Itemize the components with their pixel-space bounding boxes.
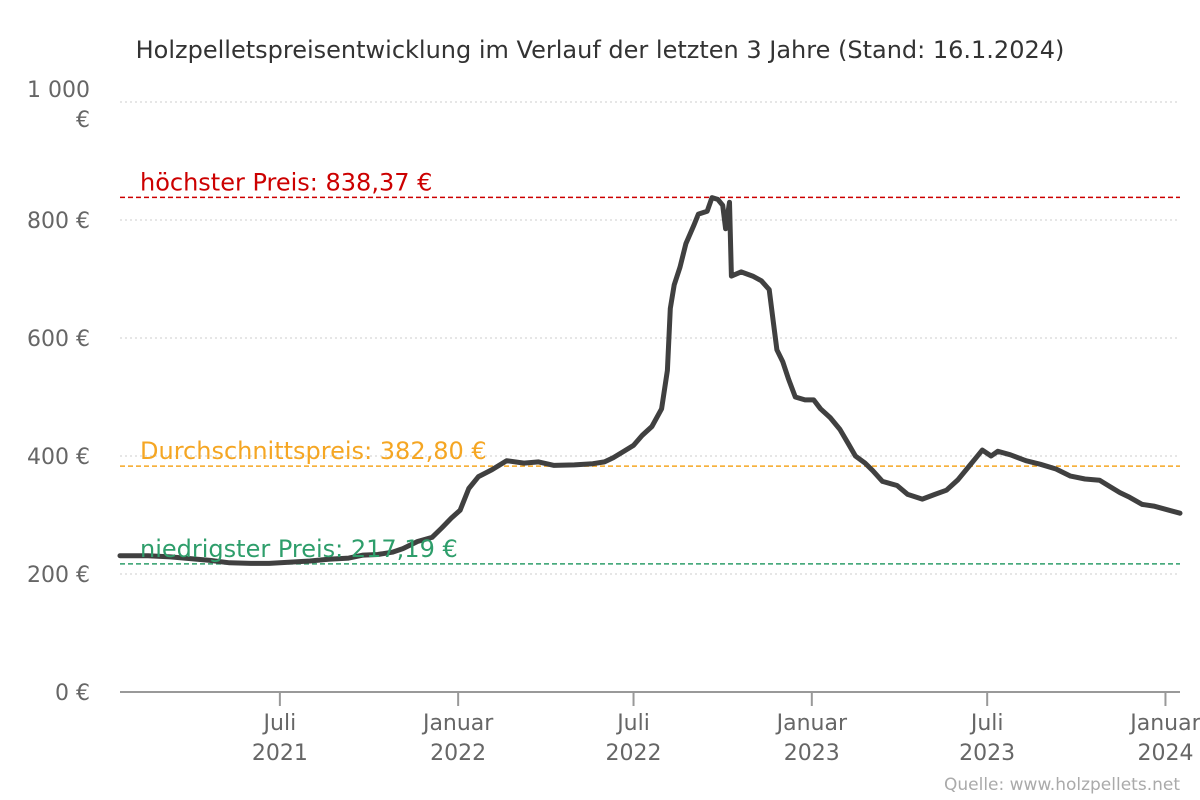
x-axis: Juli 2021 Januar 2022 Juli 2022 Januar 2023 Juli… xyxy=(120,691,1200,766)
x-tick-year: 2024 xyxy=(1137,741,1193,766)
y-tick-label: 1 000 xyxy=(27,78,90,103)
reference-lines xyxy=(120,196,1180,565)
reference-line-label: Durchschnittspreis: 382,80 € xyxy=(140,437,487,465)
x-tick-label: Juli xyxy=(262,711,297,736)
x-tick-year: 2023 xyxy=(959,741,1015,766)
reference-line-label: niedrigster Preis: 217,19 € xyxy=(140,535,458,563)
x-tick-label: Januar xyxy=(1128,711,1200,736)
x-tick-year: 2022 xyxy=(430,741,486,766)
x-tick-label: Januar xyxy=(775,711,848,736)
y-tick-label: 200 € xyxy=(27,563,90,588)
x-tick-label: Juli xyxy=(969,711,1004,736)
x-tick-label: Januar xyxy=(421,711,494,736)
gridlines xyxy=(120,101,1180,575)
reference-labels: höchster Preis: 838,37 € Durchschnittspre… xyxy=(140,168,487,562)
x-tick-year: 2023 xyxy=(784,741,840,766)
series-layer xyxy=(117,195,1183,566)
y-tick-label: 800 € xyxy=(27,209,90,234)
x-tick-year: 2021 xyxy=(252,741,308,766)
x-tick-label: Juli xyxy=(615,711,650,736)
y-tick-label: 0 € xyxy=(55,681,90,706)
price-series-line xyxy=(117,195,1183,566)
y-axis-ticks: 0 € 200 € 400 € 600 € 800 € 1 000 € xyxy=(27,78,90,706)
y-tick-unit: € xyxy=(76,108,90,133)
y-tick-label: 400 € xyxy=(27,445,90,470)
source-note: Quelle: www.holzpellets.net xyxy=(944,775,1180,795)
chart-title: Holzpelletspreisentwicklung im Verlauf d… xyxy=(136,36,1065,64)
y-tick-label: 600 € xyxy=(27,327,90,352)
x-tick-year: 2022 xyxy=(606,741,662,766)
reference-line-label: höchster Preis: 838,37 € xyxy=(140,168,432,196)
